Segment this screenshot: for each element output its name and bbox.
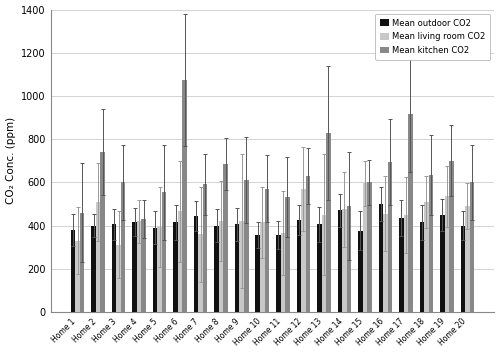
- Bar: [408, 114, 412, 312]
- Bar: [92, 226, 96, 312]
- Bar: [214, 226, 219, 312]
- Bar: [296, 220, 301, 312]
- Bar: [276, 235, 280, 312]
- Bar: [194, 216, 198, 312]
- Bar: [203, 185, 207, 312]
- Bar: [358, 231, 362, 312]
- Bar: [256, 235, 260, 312]
- Legend: Mean outdoor CO2, Mean living room CO2, Mean kitchen CO2: Mean outdoor CO2, Mean living room CO2, …: [376, 14, 490, 60]
- Bar: [96, 202, 100, 312]
- Bar: [449, 161, 454, 312]
- Y-axis label: CO₂ Conc. (ppm): CO₂ Conc. (ppm): [6, 117, 16, 204]
- Bar: [244, 180, 248, 312]
- Bar: [158, 227, 162, 312]
- Bar: [162, 192, 166, 312]
- Bar: [301, 189, 306, 312]
- Bar: [444, 196, 449, 312]
- Bar: [219, 221, 224, 312]
- Bar: [404, 215, 408, 312]
- Bar: [142, 219, 146, 312]
- Bar: [178, 211, 182, 312]
- Bar: [367, 183, 372, 312]
- Bar: [399, 218, 404, 312]
- Bar: [342, 209, 346, 312]
- Bar: [260, 222, 264, 312]
- Bar: [224, 164, 228, 312]
- Bar: [71, 230, 76, 312]
- Bar: [76, 241, 80, 312]
- Bar: [440, 215, 444, 312]
- Bar: [420, 222, 424, 312]
- Bar: [116, 245, 121, 312]
- Bar: [428, 175, 433, 312]
- Bar: [306, 176, 310, 312]
- Bar: [424, 202, 428, 312]
- Bar: [362, 184, 367, 312]
- Bar: [100, 152, 105, 312]
- Bar: [264, 189, 269, 312]
- Bar: [470, 183, 474, 312]
- Bar: [378, 204, 383, 312]
- Bar: [383, 214, 388, 312]
- Bar: [112, 225, 116, 312]
- Bar: [182, 80, 187, 312]
- Bar: [322, 215, 326, 312]
- Bar: [132, 222, 137, 312]
- Bar: [346, 206, 351, 312]
- Bar: [137, 221, 141, 312]
- Bar: [121, 183, 126, 312]
- Bar: [80, 213, 84, 312]
- Bar: [388, 162, 392, 312]
- Bar: [174, 222, 178, 312]
- Bar: [240, 221, 244, 312]
- Bar: [285, 197, 290, 312]
- Bar: [317, 225, 322, 312]
- Bar: [338, 210, 342, 312]
- Bar: [465, 206, 470, 312]
- Bar: [153, 228, 158, 312]
- Bar: [326, 133, 330, 312]
- Bar: [280, 233, 285, 312]
- Bar: [198, 234, 203, 312]
- Bar: [460, 226, 465, 312]
- Bar: [235, 225, 240, 312]
